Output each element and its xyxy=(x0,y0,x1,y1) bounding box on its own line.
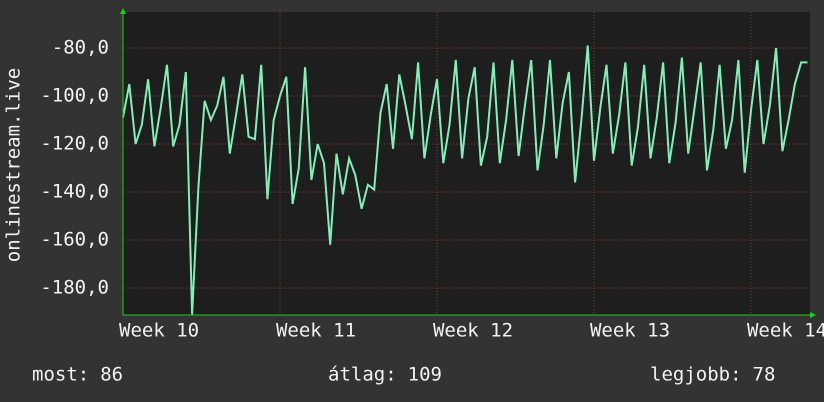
stat-value: 78 xyxy=(753,364,776,386)
y-axis-label: onlinestream.live xyxy=(3,68,25,262)
x-tick-label: Week 12 xyxy=(433,320,513,342)
plot-area xyxy=(123,12,810,315)
x-tick-label: Week 10 xyxy=(119,320,199,342)
y-tick-label: -80,0 xyxy=(52,37,109,59)
stat-label: most: xyxy=(32,364,89,386)
axis-arrow xyxy=(120,8,126,14)
x-tick-label: Week 13 xyxy=(590,320,670,342)
stat-value: 86 xyxy=(100,364,123,386)
axis-arrow xyxy=(810,312,816,318)
x-tick-label: Week 11 xyxy=(276,320,356,342)
y-tick-label: -140,0 xyxy=(40,181,109,203)
y-tick-label: -180,0 xyxy=(40,277,109,299)
y-tick-label: -100,0 xyxy=(40,85,109,107)
stat-label: átlag: xyxy=(328,364,397,386)
data-line xyxy=(122,45,808,315)
y-tick-label: -120,0 xyxy=(40,133,109,155)
stat-value: 109 xyxy=(408,364,442,386)
x-tick-label: Week 14 xyxy=(747,320,824,342)
stat-label: legjobb: xyxy=(650,364,742,386)
y-tick-label: -160,0 xyxy=(40,229,109,251)
